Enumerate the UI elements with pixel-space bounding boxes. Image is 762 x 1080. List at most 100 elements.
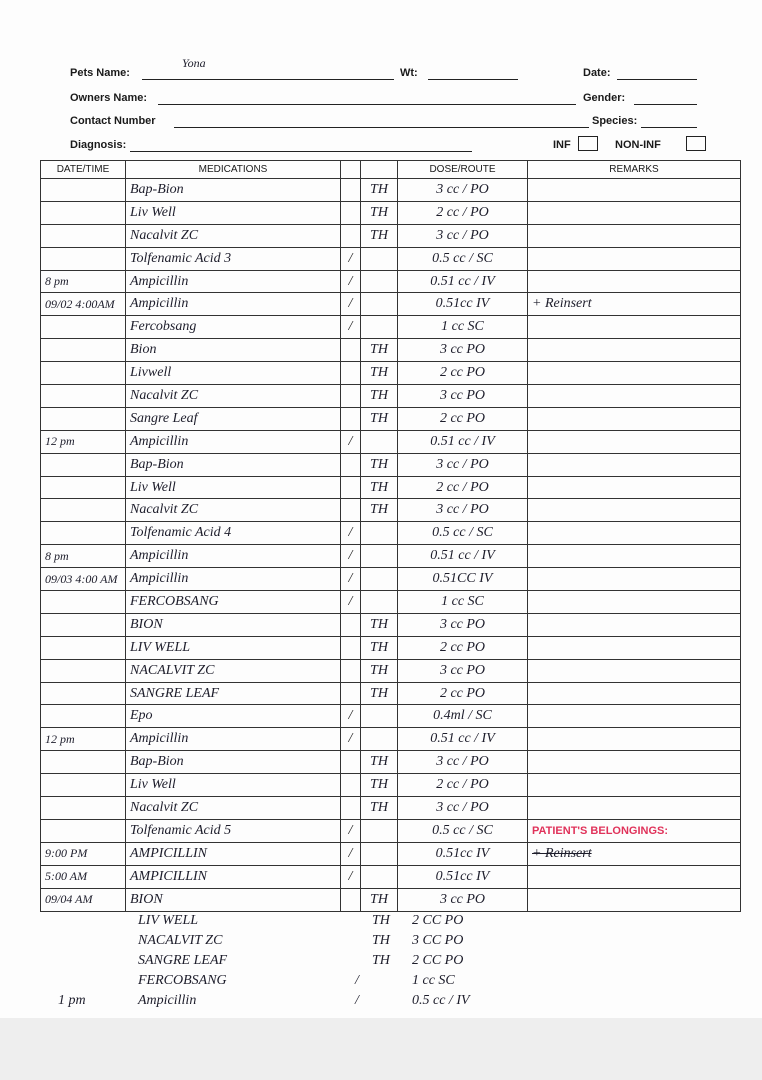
table-row: 12 pm Ampicillin/ 0.51 cc / IV bbox=[40, 429, 741, 454]
given-check-cell bbox=[340, 361, 361, 386]
dose-route-cell: 0.51cc IV bbox=[397, 292, 528, 317]
medication-cell: Livwell bbox=[125, 361, 341, 386]
dose-route-cell: 3 cc / PO bbox=[397, 178, 528, 202]
species-field[interactable] bbox=[641, 115, 697, 128]
extra-entry-th: TH bbox=[372, 933, 390, 948]
dose-route-cell: 2 cc PO bbox=[397, 681, 528, 706]
medication-cell: Tolfenamic Acid 4 bbox=[125, 521, 341, 546]
given-check-cell: / bbox=[340, 590, 361, 614]
given-check-cell bbox=[340, 452, 361, 477]
given-check-cell: / bbox=[340, 864, 361, 889]
dose-route-cell: 3 cc PO bbox=[397, 384, 528, 408]
initials-cell bbox=[360, 841, 398, 866]
remarks-cell bbox=[527, 475, 741, 500]
initials-cell: TH bbox=[360, 612, 398, 637]
table-row: FERCOBSANG/ 1 cc SC bbox=[40, 590, 741, 614]
contact-field[interactable] bbox=[174, 115, 589, 128]
dose-route-cell: 2 cc / PO bbox=[397, 773, 528, 798]
date-time-cell bbox=[40, 658, 126, 683]
table-row: Bion TH 3 cc PO bbox=[40, 338, 741, 363]
medication-cell: Liv Well bbox=[125, 475, 341, 500]
date-time-cell: 8 pm bbox=[40, 269, 126, 294]
dose-route-cell: 3 cc / PO bbox=[397, 452, 528, 477]
species-label: Species: bbox=[592, 115, 638, 127]
date-time-cell bbox=[40, 246, 126, 271]
remarks-cell bbox=[527, 246, 741, 271]
remarks-cell bbox=[527, 864, 741, 889]
medication-cell: Ampicillin bbox=[125, 544, 341, 569]
date-field[interactable] bbox=[617, 67, 697, 80]
date-time-cell bbox=[40, 452, 126, 477]
owners-name-field[interactable] bbox=[158, 92, 576, 105]
scan-margin bbox=[0, 1018, 762, 1080]
initials-cell: TH bbox=[360, 681, 398, 706]
initials-cell: TH bbox=[360, 887, 398, 912]
remarks-cell bbox=[527, 269, 741, 294]
given-check-cell: / bbox=[340, 315, 361, 340]
initials-cell: TH bbox=[360, 635, 398, 660]
initials-cell bbox=[360, 246, 398, 271]
given-check-cell bbox=[340, 178, 361, 202]
initials-cell: TH bbox=[360, 338, 398, 363]
dose-route-cell: 0.51 cc / IV bbox=[397, 269, 528, 294]
wt-field[interactable] bbox=[428, 67, 518, 80]
date-time-cell bbox=[40, 612, 126, 637]
dose-route-cell: 2 cc PO bbox=[397, 635, 528, 660]
date-label: Date: bbox=[583, 67, 611, 79]
pets-name-field[interactable] bbox=[142, 67, 394, 80]
extra-entry-dose: 1 cc SC bbox=[412, 973, 455, 988]
dose-route-cell: 2 cc / PO bbox=[397, 475, 528, 500]
diagnosis-field[interactable] bbox=[130, 139, 472, 152]
remarks-cell: + Reinsert bbox=[527, 292, 741, 317]
noninf-label: NON-INF bbox=[615, 139, 661, 151]
inf-checkbox[interactable] bbox=[578, 136, 598, 151]
given-check-cell: / bbox=[340, 429, 361, 454]
dose-route-cell: 0.51 cc / IV bbox=[397, 429, 528, 454]
medication-cell: Ampicillin bbox=[125, 567, 341, 592]
date-time-cell bbox=[40, 178, 126, 202]
extra-entry-med: LIV WELL bbox=[138, 913, 199, 928]
table-row: Nacalvit ZC TH 3 cc / PO bbox=[40, 498, 741, 523]
given-check-cell bbox=[340, 406, 361, 431]
date-time-cell bbox=[40, 590, 126, 614]
dose-route-cell: 0.51cc IV bbox=[397, 864, 528, 889]
table-row: 09/02 4:00AM Ampicillin/ 0.51cc IV + Reinse… bbox=[40, 292, 741, 317]
table-row: LIV WELL TH 2 cc PO bbox=[40, 635, 741, 660]
table-row: 8 pm Ampicillin/ 0.51 cc / IV bbox=[40, 544, 741, 569]
table-row: SANGRE LEAF TH 2 cc PO bbox=[40, 681, 741, 706]
dose-route-cell: 1 cc SC bbox=[397, 590, 528, 614]
date-time-cell: 09/04 AM bbox=[40, 887, 126, 912]
initials-cell: TH bbox=[360, 361, 398, 386]
medication-cell: Bap-Bion bbox=[125, 178, 341, 202]
extra-entry-med: Ampicillin bbox=[138, 993, 197, 1008]
date-time-cell bbox=[40, 704, 126, 729]
remarks-cell bbox=[527, 750, 741, 775]
gender-field[interactable] bbox=[634, 92, 697, 105]
table-row: Liv Well TH 2 cc / PO bbox=[40, 475, 741, 500]
extra-entry-med: SANGRE LEAF bbox=[138, 953, 228, 968]
extra-entry-dose: 2 CC PO bbox=[412, 953, 464, 968]
date-time-cell bbox=[40, 338, 126, 363]
dose-route-cell: 3 cc / PO bbox=[397, 498, 528, 523]
table-row: Tolfenamic Acid 5/ 0.5 cc / SC PATIENT'S B… bbox=[40, 818, 741, 843]
given-check-cell: / bbox=[340, 246, 361, 271]
given-check-cell bbox=[340, 223, 361, 248]
date-time-cell bbox=[40, 406, 126, 431]
table-header: DATE/TIME MEDICATIONS DOSE/ROUTE REMARKS bbox=[40, 160, 741, 179]
dose-route-cell: 0.51CC IV bbox=[397, 567, 528, 592]
dose-route-cell: 3 cc / PO bbox=[397, 796, 528, 820]
extra-entry-th: TH bbox=[372, 913, 390, 928]
noninf-checkbox[interactable] bbox=[686, 136, 706, 151]
remarks-cell bbox=[527, 384, 741, 408]
table-row: Nacalvit ZC TH 3 cc / PO bbox=[40, 796, 741, 820]
given-check-cell bbox=[340, 887, 361, 912]
medication-cell: Ampicillin bbox=[125, 429, 341, 454]
table-row: 12 pm Ampicillin/ 0.51 cc / IV bbox=[40, 727, 741, 752]
table-row: Bap-Bion TH 3 cc / PO bbox=[40, 750, 741, 775]
medication-cell: Nacalvit ZC bbox=[125, 498, 341, 523]
medication-cell: AMPICILLIN bbox=[125, 864, 341, 889]
extra-entry-med: FERCOBSANG bbox=[138, 973, 227, 988]
remarks-cell: PATIENT'S BELONGINGS: bbox=[527, 818, 741, 843]
medication-cell: Nacalvit ZC bbox=[125, 796, 341, 820]
table-row: Epo/ 0.4ml / SC bbox=[40, 704, 741, 729]
